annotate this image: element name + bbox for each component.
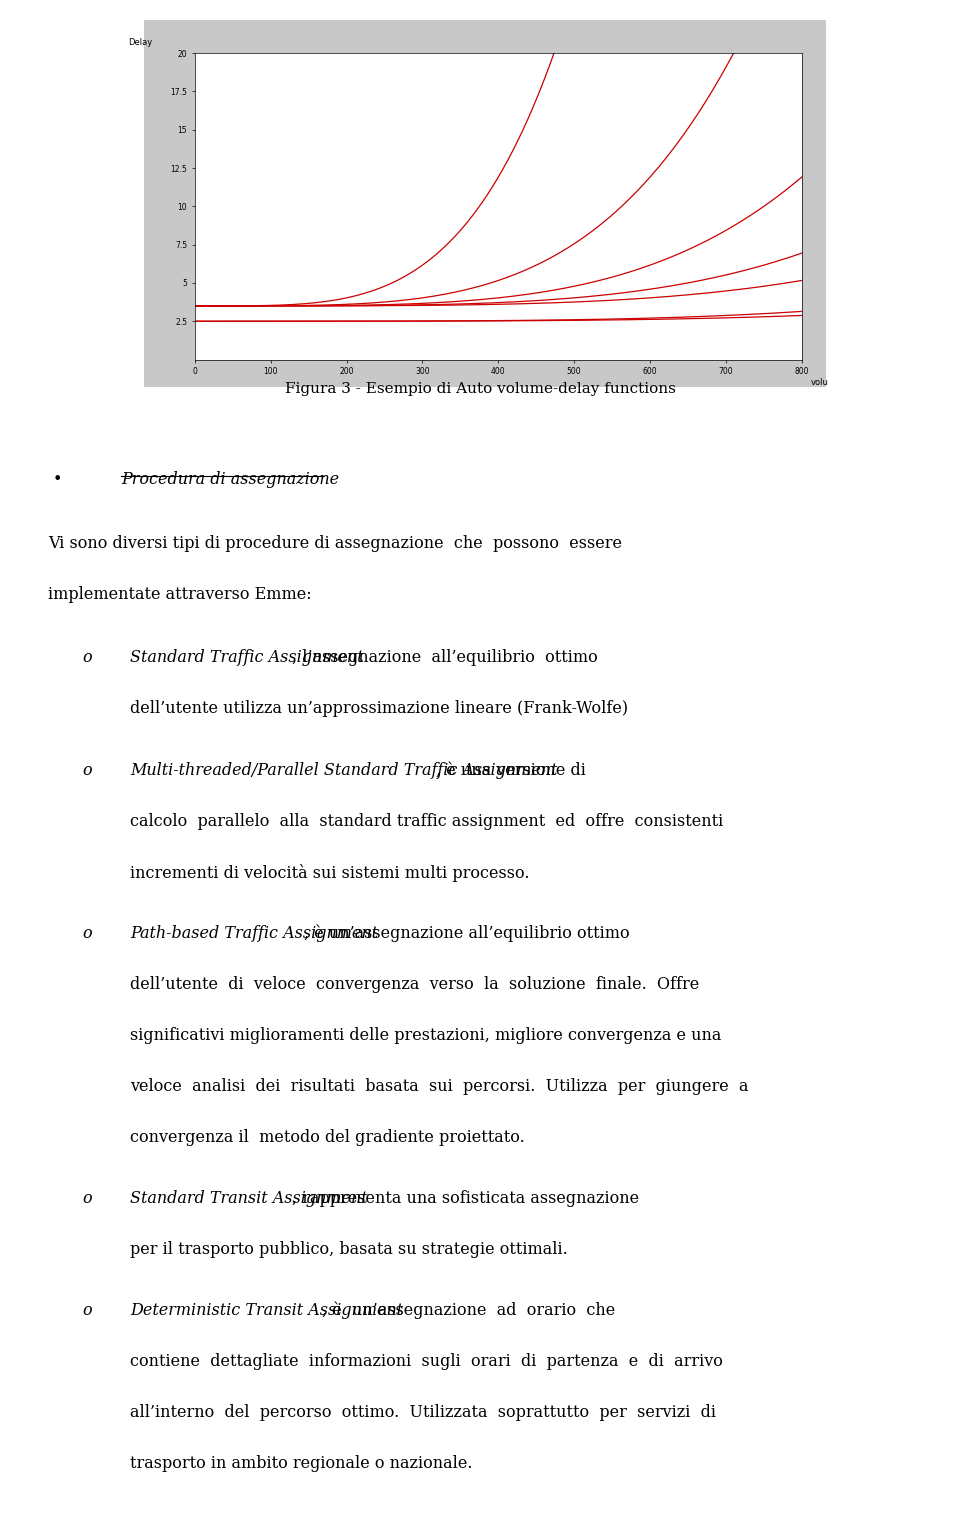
Text: contiene  dettagliate  informazioni  sugli  orari  di  partenza  e  di  arrivo: contiene dettagliate informazioni sugli … (131, 1353, 723, 1370)
Text: Deterministic Transit Assignment: Deterministic Transit Assignment (131, 1302, 403, 1318)
Text: all’interno  del  percorso  ottimo.  Utilizzata  soprattutto  per  servizi  di: all’interno del percorso ottimo. Utilizz… (131, 1403, 716, 1421)
Text: dell’utente utilizza un’approssimazione lineare (Frank-Wolfe): dell’utente utilizza un’approssimazione … (131, 701, 628, 718)
Text: , è  un’assegnazione  ad  orario  che: , è un’assegnazione ad orario che (323, 1302, 615, 1320)
Text: implementate attraverso Emme:: implementate attraverso Emme: (48, 586, 312, 602)
Text: , rappresenta una sofisticata assegnazione: , rappresenta una sofisticata assegnazio… (292, 1189, 639, 1206)
Text: calcolo  parallelo  alla  standard traffic assignment  ed  offre  consistenti: calcolo parallelo alla standard traffic … (131, 813, 723, 830)
Text: dell’utente  di  veloce  convergenza  verso  la  soluzione  finale.  Offre: dell’utente di veloce convergenza verso … (131, 975, 699, 992)
Text: Path-based Traffic Assignment: Path-based Traffic Assignment (131, 925, 378, 942)
Text: trasporto in ambito regionale o nazionale.: trasporto in ambito regionale o nazional… (131, 1455, 472, 1471)
Text: Standard Transit Assignment: Standard Transit Assignment (131, 1189, 368, 1206)
Text: , è una versione di: , è una versione di (437, 762, 587, 778)
Text: Multi-threaded/Parallel Standard Traffic Assignment: Multi-threaded/Parallel Standard Traffic… (131, 762, 558, 778)
Text: o: o (83, 762, 92, 778)
Text: o: o (83, 1302, 92, 1318)
Text: o: o (83, 925, 92, 942)
Text: Standard Traffic Assignment: Standard Traffic Assignment (131, 649, 364, 666)
Text: •: • (52, 472, 61, 488)
Text: o: o (83, 649, 92, 666)
X-axis label: volu: volu (811, 378, 828, 387)
Text: o: o (83, 1189, 92, 1206)
Text: veloce  analisi  dei  risultati  basata  sui  percorsi.  Utilizza  per  giungere: veloce analisi dei risultati basata sui … (131, 1077, 749, 1095)
Y-axis label: Delay: Delay (128, 38, 153, 47)
Text: , l’assegnazione  all’equilibrio  ottimo: , l’assegnazione all’equilibrio ottimo (292, 649, 598, 666)
Text: Vi sono diversi tipi di procedure di assegnazione  che  possono  essere: Vi sono diversi tipi di procedure di ass… (48, 536, 622, 552)
Text: incrementi di velocità sui sistemi multi processo.: incrementi di velocità sui sistemi multi… (131, 863, 530, 881)
Text: Figura 3 - Esempio di Auto volume-delay functions: Figura 3 - Esempio di Auto volume-delay … (284, 382, 676, 396)
Text: convergenza il  metodo del gradiente proiettato.: convergenza il metodo del gradiente proi… (131, 1129, 525, 1145)
Text: significativi miglioramenti delle prestazioni, migliore convergenza e una: significativi miglioramenti delle presta… (131, 1027, 722, 1044)
Text: Procedura di assegnazione: Procedura di assegnazione (121, 472, 340, 488)
Text: , è un’assegnazione all’equilibrio ottimo: , è un’assegnazione all’equilibrio ottim… (304, 925, 630, 942)
Text: per il trasporto pubblico, basata su strategie ottimali.: per il trasporto pubblico, basata su str… (131, 1241, 567, 1258)
